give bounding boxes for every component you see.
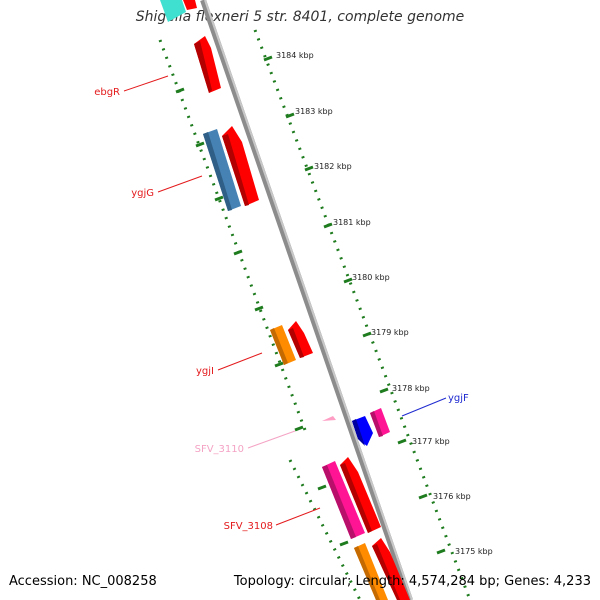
gene-steelblue-ygjG[interactable] bbox=[203, 129, 241, 211]
genome-summary-text: Topology: circular; Length: 4,574,284 bp… bbox=[233, 574, 591, 589]
gene-label-ebgR: ebgR bbox=[94, 87, 120, 98]
inner-tick-track bbox=[158, 39, 307, 431]
accession-text: Accession: NC_008258 bbox=[9, 574, 157, 589]
scale-label-3176: 3176 kbp bbox=[433, 492, 471, 501]
scale-label-3180: 3180 kbp bbox=[352, 273, 390, 282]
gene-red-top[interactable] bbox=[183, 0, 197, 10]
gene-orange-bottom[interactable] bbox=[354, 543, 388, 600]
scale-label-3179: 3179 kbp bbox=[371, 328, 409, 337]
scale-label-3175: 3175 kbp bbox=[455, 547, 493, 556]
gene-label-ygjG: ygjG bbox=[131, 188, 154, 199]
gene-orange-ygjI[interactable] bbox=[270, 325, 296, 365]
scale-label-3178: 3178 kbp bbox=[392, 384, 430, 393]
gene-cyan-top[interactable] bbox=[160, 0, 186, 22]
gene-label-SFV3108: SFV_3108 bbox=[224, 521, 273, 532]
gene-lightpink-SFV3110[interactable] bbox=[322, 416, 336, 421]
genome-backbone bbox=[200, 0, 413, 600]
scale-label-3181: 3181 kbp bbox=[333, 218, 371, 227]
scale-label-3183: 3183 kbp bbox=[295, 107, 333, 116]
scale-label-3182: 3182 kbp bbox=[314, 162, 352, 171]
gene-red-bottom[interactable] bbox=[372, 538, 410, 600]
leader-ygjG bbox=[157, 175, 203, 193]
gene-pink-ygjF[interactable] bbox=[370, 408, 390, 437]
gene-red-ygjI[interactable] bbox=[288, 321, 313, 358]
leader-ygjI bbox=[217, 352, 263, 371]
gene-red-SFV3108[interactable] bbox=[340, 457, 381, 533]
leader-ygjF bbox=[401, 397, 447, 417]
gene-pink-SFV3108[interactable] bbox=[322, 461, 365, 539]
leader-SFV3110 bbox=[247, 430, 296, 449]
scale-label-3184: 3184 kbp bbox=[276, 51, 314, 60]
gene-label-ygjI: ygjI bbox=[196, 366, 214, 377]
inner-major-ticks bbox=[175, 87, 349, 547]
gene-red-ygjG[interactable] bbox=[222, 126, 259, 206]
outer-major-ticks bbox=[263, 55, 446, 555]
gene-red-ebgR[interactable] bbox=[194, 36, 221, 93]
scale-label-3177: 3177 kbp bbox=[412, 437, 450, 446]
leader-SFV3108 bbox=[275, 507, 321, 526]
gene-blue-ygjF[interactable] bbox=[352, 416, 373, 446]
leader-ebgR bbox=[123, 75, 169, 92]
gene-label-ygjF: ygjF bbox=[448, 393, 469, 404]
gene-label-SFV3110: SFV_3110 bbox=[195, 444, 244, 455]
map-title: Shigella flexneri 5 str. 8401, complete … bbox=[135, 9, 465, 25]
